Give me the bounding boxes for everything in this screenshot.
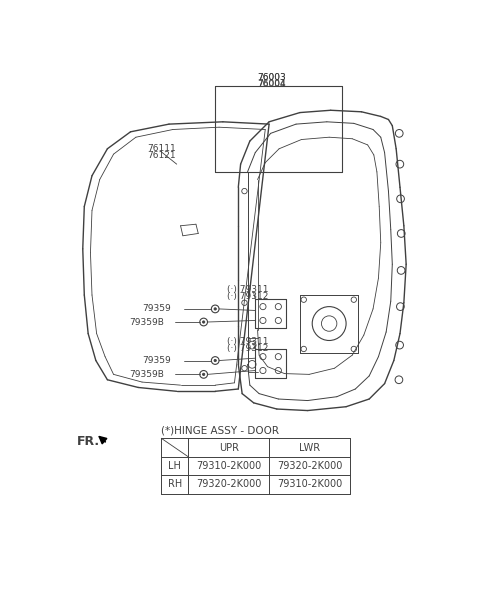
Text: 79359B: 79359B [129, 370, 164, 379]
Text: 79359: 79359 [142, 356, 171, 365]
Text: (·) 79312: (·) 79312 [227, 344, 268, 353]
Text: (·) 79311: (·) 79311 [227, 285, 268, 294]
Text: UPR: UPR [219, 443, 239, 453]
Text: 79310-2K000: 79310-2K000 [277, 480, 342, 490]
Text: 76111: 76111 [147, 144, 176, 153]
Text: 79310-2K000: 79310-2K000 [196, 461, 261, 471]
Text: (*)HINGE ASSY - DOOR: (*)HINGE ASSY - DOOR [161, 426, 279, 435]
Circle shape [203, 373, 205, 376]
Text: LWR: LWR [299, 443, 320, 453]
Text: 76004: 76004 [258, 80, 286, 89]
Text: 76003: 76003 [258, 72, 286, 82]
Text: 76121: 76121 [147, 151, 176, 160]
Text: 79320-2K000: 79320-2K000 [277, 461, 342, 471]
Text: (·) 79312: (·) 79312 [227, 292, 268, 301]
Circle shape [214, 359, 216, 362]
Circle shape [203, 321, 205, 323]
Text: 79320-2K000: 79320-2K000 [196, 480, 262, 490]
Text: 76003: 76003 [258, 74, 286, 83]
Text: 79359B: 79359B [129, 318, 164, 327]
Text: RH: RH [168, 480, 182, 490]
Circle shape [214, 308, 216, 310]
Text: FR.: FR. [77, 435, 100, 448]
Text: LH: LH [168, 461, 181, 471]
Text: 79359: 79359 [142, 304, 171, 313]
Text: 76004: 76004 [258, 79, 286, 88]
Text: (·) 79311: (·) 79311 [227, 337, 268, 346]
